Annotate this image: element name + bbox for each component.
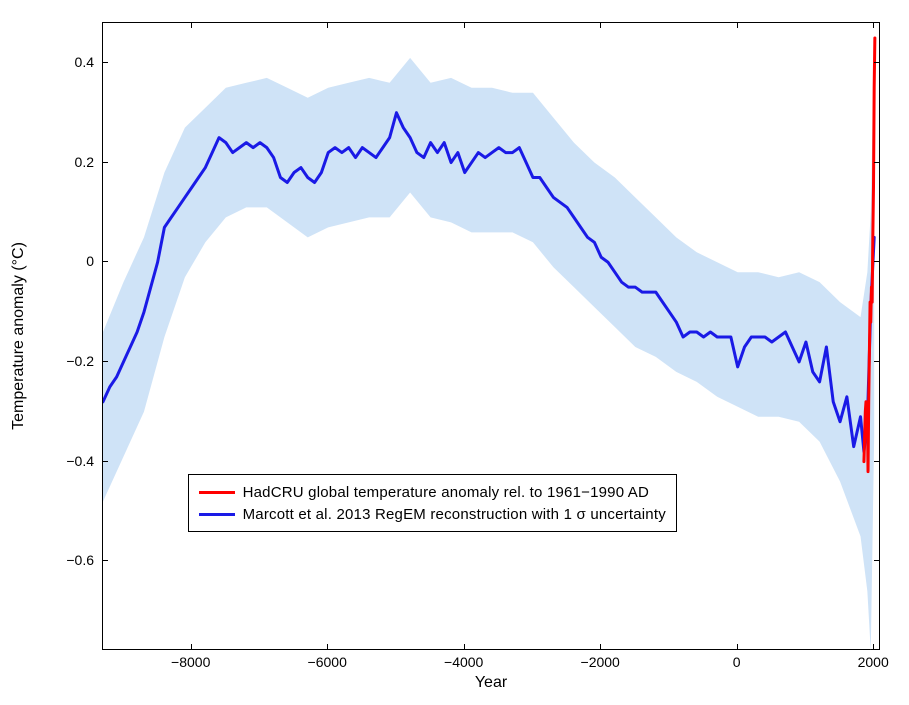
y-tick bbox=[874, 62, 880, 63]
uncertainty-band bbox=[103, 38, 874, 651]
y-tick-label: 0.4 bbox=[75, 54, 94, 70]
x-tick bbox=[464, 22, 465, 28]
x-tick-label: −6000 bbox=[308, 654, 347, 670]
x-tick bbox=[600, 22, 601, 28]
plot-svg bbox=[103, 23, 881, 651]
legend-item: HadCRU global temperature anomaly rel. t… bbox=[199, 481, 666, 503]
y-tick bbox=[102, 162, 108, 163]
x-tick bbox=[464, 644, 465, 650]
x-tick bbox=[737, 22, 738, 28]
y-tick-label: −0.4 bbox=[66, 453, 94, 469]
y-tick-label: −0.6 bbox=[66, 552, 94, 568]
x-tick bbox=[600, 644, 601, 650]
y-tick bbox=[102, 560, 108, 561]
y-tick-label: 0 bbox=[86, 253, 94, 269]
y-tick-label: 0.2 bbox=[75, 154, 94, 170]
legend-item: Marcott et al. 2013 RegEM reconstruction… bbox=[199, 503, 666, 525]
legend: HadCRU global temperature anomaly rel. t… bbox=[188, 474, 677, 532]
x-tick bbox=[191, 644, 192, 650]
plot-area bbox=[102, 22, 880, 650]
y-tick bbox=[102, 461, 108, 462]
y-tick bbox=[102, 361, 108, 362]
x-tick bbox=[737, 644, 738, 650]
x-tick-label: 2000 bbox=[858, 654, 889, 670]
x-tick bbox=[191, 22, 192, 28]
legend-label: Marcott et al. 2013 RegEM reconstruction… bbox=[243, 506, 666, 523]
x-tick-label: 0 bbox=[733, 654, 741, 670]
legend-label: HadCRU global temperature anomaly rel. t… bbox=[243, 484, 649, 501]
y-tick bbox=[102, 62, 108, 63]
x-tick bbox=[873, 644, 874, 650]
y-tick bbox=[102, 261, 108, 262]
x-tick-label: −4000 bbox=[444, 654, 483, 670]
x-tick-label: −2000 bbox=[581, 654, 620, 670]
y-tick-label: −0.2 bbox=[66, 353, 94, 369]
y-axis-label: Temperature anomaly (°C) bbox=[10, 242, 28, 430]
x-tick bbox=[873, 22, 874, 28]
y-tick bbox=[874, 261, 880, 262]
y-tick bbox=[874, 461, 880, 462]
legend-swatch bbox=[199, 491, 235, 494]
y-tick bbox=[874, 162, 880, 163]
chart-container: −8000 −6000 −4000 −2000 0 2000 −0.6 −0.4 −0.2 0 0… bbox=[0, 0, 909, 705]
x-axis-label: Year bbox=[475, 674, 507, 692]
x-tick-label: −8000 bbox=[171, 654, 210, 670]
y-tick bbox=[874, 560, 880, 561]
x-tick bbox=[327, 644, 328, 650]
x-tick bbox=[327, 22, 328, 28]
legend-swatch bbox=[199, 513, 235, 516]
y-tick bbox=[874, 361, 880, 362]
